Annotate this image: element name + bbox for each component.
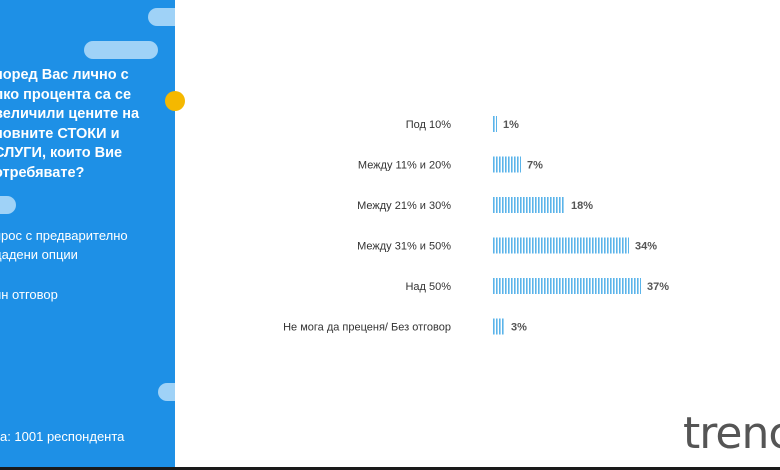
decorative-pill-upper	[84, 41, 158, 59]
question-line: величили цените на	[0, 106, 140, 122]
decorative-dot	[165, 91, 185, 111]
question-line: отребявате?	[0, 164, 85, 181]
bar	[493, 197, 565, 213]
question-line: лко процента са се	[0, 86, 132, 103]
bottom-border	[0, 467, 780, 470]
value-label: 37%	[647, 281, 669, 293]
question-line: поред Вас лично с	[0, 67, 129, 83]
survey-method: прос с предварително дадени опции	[0, 226, 128, 264]
decorative-pill-middle	[0, 196, 16, 214]
decorative-pill-top	[148, 8, 175, 26]
category-label: Под 10%	[406, 119, 451, 131]
value-label: 3%	[511, 322, 527, 334]
question-line: СЛУГИ, които Вие	[0, 145, 123, 161]
bar	[493, 278, 641, 294]
value-label: 18%	[571, 200, 593, 212]
category-label: Над 50%	[405, 281, 451, 293]
bar	[493, 116, 497, 132]
sample-base: за: 1001 респондента	[0, 429, 125, 444]
sidebar-panel: поред Вас лично с лко процента са се вел…	[0, 0, 175, 470]
decorative-pill-bottom	[158, 383, 175, 401]
bar	[493, 237, 629, 254]
trend-logo: trenc	[683, 408, 780, 459]
method-line: дадени опции	[0, 247, 78, 262]
bar-chart: Под 10% 1% Между 11% и 20% 7% Между 21% и 30…	[283, 116, 669, 335]
bar	[493, 156, 521, 173]
category-label: Между 31% и 50%	[357, 241, 451, 253]
value-label: 34%	[635, 241, 657, 253]
answer-type: ин отговор	[0, 285, 58, 304]
survey-question: поред Вас лично с лко процента са се вел…	[0, 66, 169, 183]
question-line: новните СТОКИ и	[0, 125, 120, 142]
bar	[493, 318, 505, 335]
value-label: 7%	[527, 160, 543, 172]
category-label: Между 21% и 30%	[357, 200, 451, 212]
method-line: прос с предварително	[0, 228, 128, 243]
category-label: Между 11% и 20%	[358, 160, 451, 172]
value-label: 1%	[503, 119, 519, 131]
category-label: Не мога да преценя/ Без отговор	[283, 322, 451, 334]
answer-type-text: ин отговор	[0, 287, 58, 302]
